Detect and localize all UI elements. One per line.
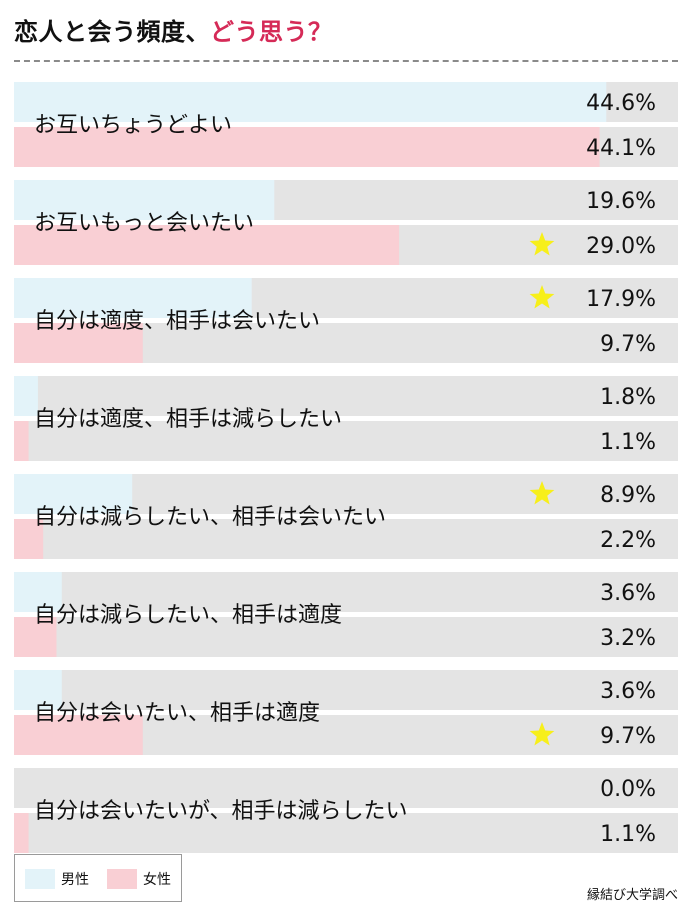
bar-female bbox=[14, 323, 143, 363]
chart-title: 恋人と会う頻度、どう思う？ bbox=[14, 12, 333, 47]
star-icon bbox=[529, 285, 555, 309]
category-label: 自分は会いたい、相手は適度 bbox=[34, 701, 320, 726]
value-label-male: 1.8% bbox=[600, 385, 656, 410]
bar-track-male bbox=[14, 376, 678, 416]
bar-male bbox=[14, 474, 133, 514]
bar-male bbox=[14, 278, 252, 318]
value-label-male: 44.6% bbox=[586, 91, 656, 116]
value-label-female: 44.1% bbox=[586, 136, 656, 161]
value-label-female: 9.7% bbox=[600, 724, 656, 749]
bar-male bbox=[14, 82, 607, 122]
source-note: 縁結び大学調べ bbox=[586, 888, 678, 903]
value-label-female: 29.0% bbox=[586, 234, 656, 259]
bar-female bbox=[14, 813, 29, 853]
bar-female bbox=[14, 421, 29, 461]
value-label-male: 17.9% bbox=[586, 287, 656, 312]
title-accent: どう思う？ bbox=[210, 18, 333, 46]
bar-male bbox=[14, 376, 38, 416]
value-label-female: 1.1% bbox=[600, 822, 656, 847]
bar-female bbox=[14, 617, 57, 657]
value-label-male: 3.6% bbox=[600, 679, 656, 704]
bar-female bbox=[14, 519, 44, 559]
legend-label-male: 男性 bbox=[61, 872, 89, 888]
category-label: 自分は減らしたい、相手は会いたい bbox=[34, 505, 386, 530]
category-label: 自分は適度、相手は会いたい bbox=[34, 309, 320, 334]
value-label-female: 9.7% bbox=[600, 332, 656, 357]
bar-track-female bbox=[14, 519, 678, 559]
bar-track-male bbox=[14, 572, 678, 612]
title-divider bbox=[14, 60, 678, 62]
legend-label-female: 女性 bbox=[143, 872, 171, 888]
bar-female bbox=[14, 715, 143, 755]
bar-male bbox=[14, 670, 62, 710]
star-icon bbox=[529, 232, 555, 256]
bar-male bbox=[14, 180, 275, 220]
value-label-male: 0.0% bbox=[600, 777, 656, 802]
value-label-male: 19.6% bbox=[586, 189, 656, 214]
legend-swatch-female bbox=[107, 869, 137, 889]
star-icon bbox=[529, 481, 555, 505]
category-label: お互いちょうどよい bbox=[34, 113, 232, 138]
value-label-female: 2.2% bbox=[600, 528, 656, 553]
value-label-female: 1.1% bbox=[600, 430, 656, 455]
legend: 男性 女性 bbox=[14, 854, 182, 902]
bar-track-female bbox=[14, 813, 678, 853]
bar-track-male bbox=[14, 670, 678, 710]
legend-item-male: 男性 bbox=[25, 868, 89, 890]
bar-track-female bbox=[14, 421, 678, 461]
bar-track-male bbox=[14, 768, 678, 808]
title-main: 恋人と会う頻度、 bbox=[14, 18, 210, 46]
bar-female bbox=[14, 127, 600, 167]
bar-male bbox=[14, 572, 62, 612]
category-label: お互いもっと会いたい bbox=[34, 211, 254, 236]
legend-item-female: 女性 bbox=[107, 868, 171, 890]
star-icon bbox=[529, 722, 555, 746]
bar-track-female bbox=[14, 617, 678, 657]
bar-female bbox=[14, 225, 400, 265]
category-label: 自分は適度、相手は減らしたい bbox=[34, 407, 342, 432]
category-label: 自分は減らしたい、相手は適度 bbox=[34, 603, 342, 628]
value-label-female: 3.2% bbox=[600, 626, 656, 651]
legend-swatch-male bbox=[25, 869, 55, 889]
value-label-male: 8.9% bbox=[600, 483, 656, 508]
value-label-male: 3.6% bbox=[600, 581, 656, 606]
category-label: 自分は会いたいが、相手は減らしたい bbox=[34, 799, 408, 824]
